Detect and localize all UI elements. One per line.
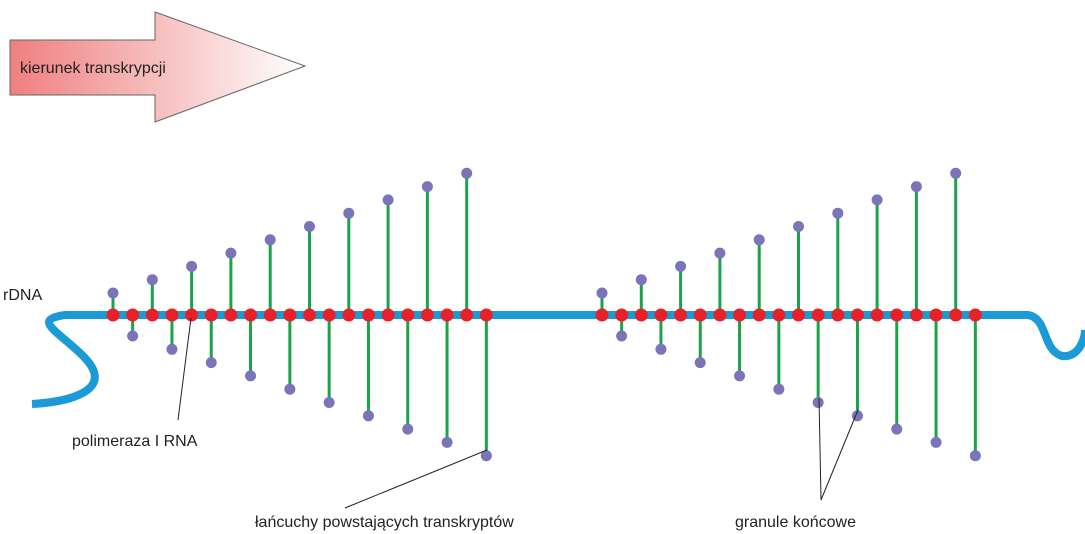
leader-line	[345, 450, 487, 508]
end-granule	[832, 208, 843, 219]
rna-polymerase	[949, 309, 962, 322]
rna-polymerase	[890, 309, 903, 322]
leader-line	[819, 398, 821, 500]
rna-polymerase	[871, 309, 884, 322]
end-granule	[793, 221, 804, 232]
rna-polymerase	[812, 309, 825, 322]
rna-polymerase	[244, 309, 257, 322]
rna-polymerase	[401, 309, 414, 322]
granules-label: granule końcowe	[735, 514, 856, 531]
rna-polymerase	[772, 309, 785, 322]
end-granule	[186, 261, 197, 272]
transcripts-label: łańcuchy powstających transkryptów	[255, 514, 514, 531]
end-granule	[108, 288, 119, 299]
end-granule	[714, 248, 725, 259]
diagram: kierunek transkrypcji rDNA polimeraza I …	[0, 0, 1085, 534]
end-granule	[225, 248, 236, 259]
end-granule	[931, 437, 942, 448]
rna-polymerase	[421, 309, 434, 322]
rna-polymerase	[382, 309, 395, 322]
end-granule	[147, 274, 158, 285]
rna-polymerase	[713, 309, 726, 322]
rna-polymerase	[910, 309, 923, 322]
end-granule	[872, 194, 883, 205]
leader-line	[821, 410, 858, 500]
end-granule	[422, 181, 433, 192]
end-granule	[127, 331, 138, 342]
end-granule	[970, 450, 981, 461]
rna-polymerase	[224, 309, 237, 322]
end-granule	[675, 261, 686, 272]
rna-polymerase	[264, 309, 277, 322]
rna-polymerase	[362, 309, 375, 322]
end-granule	[383, 194, 394, 205]
end-granule	[754, 234, 765, 245]
rna-polymerase	[792, 309, 805, 322]
rna-polymerase	[460, 309, 473, 322]
rna-polymerase	[753, 309, 766, 322]
end-granule	[402, 424, 413, 435]
rna-polymerase	[694, 309, 707, 322]
end-granule	[442, 437, 453, 448]
rna-polymerase	[205, 309, 218, 322]
rna-polymerase	[635, 309, 648, 322]
rna-polymerase	[185, 309, 198, 322]
rna-polymerase	[323, 309, 336, 322]
arrow-label: kierunek transkrypcji	[20, 60, 166, 77]
rna-polymerase	[441, 309, 454, 322]
end-granule	[304, 221, 315, 232]
leader-line	[178, 318, 191, 420]
rna-polymerase	[930, 309, 943, 322]
end-granule	[206, 357, 217, 368]
rna-polymerase	[146, 309, 159, 322]
end-granule	[363, 410, 374, 421]
rna-polymerase	[480, 309, 493, 322]
end-granule	[597, 288, 608, 299]
end-granule	[950, 168, 961, 179]
end-granule	[891, 424, 902, 435]
rna-polymerase	[165, 309, 178, 322]
polymerase-label: polimeraza I RNA	[72, 433, 198, 450]
end-granule	[324, 397, 335, 408]
rna-polymerase	[851, 309, 864, 322]
end-granule	[655, 344, 666, 355]
rna-polymerase	[615, 309, 628, 322]
end-granule	[166, 344, 177, 355]
end-granule	[265, 234, 276, 245]
end-granule	[284, 384, 295, 395]
end-granule	[773, 384, 784, 395]
end-granule	[245, 370, 256, 381]
end-granule	[616, 331, 627, 342]
rna-polymerase	[303, 309, 316, 322]
rna-polymerase	[596, 309, 609, 322]
end-granule	[813, 397, 824, 408]
end-granule	[695, 357, 706, 368]
rna-polymerase	[283, 309, 296, 322]
rna-polymerase	[969, 309, 982, 322]
rna-polymerase	[674, 309, 687, 322]
rna-polymerase	[654, 309, 667, 322]
rna-polymerase	[831, 309, 844, 322]
end-granule	[911, 181, 922, 192]
end-granule	[636, 274, 647, 285]
rna-polymerase	[126, 309, 139, 322]
end-granule	[734, 370, 745, 381]
rna-polymerase	[733, 309, 746, 322]
end-granule	[461, 168, 472, 179]
end-granule	[343, 208, 354, 219]
rna-polymerase	[342, 309, 355, 322]
rna-polymerase	[107, 309, 120, 322]
rdna-label: rDNA	[3, 287, 42, 304]
